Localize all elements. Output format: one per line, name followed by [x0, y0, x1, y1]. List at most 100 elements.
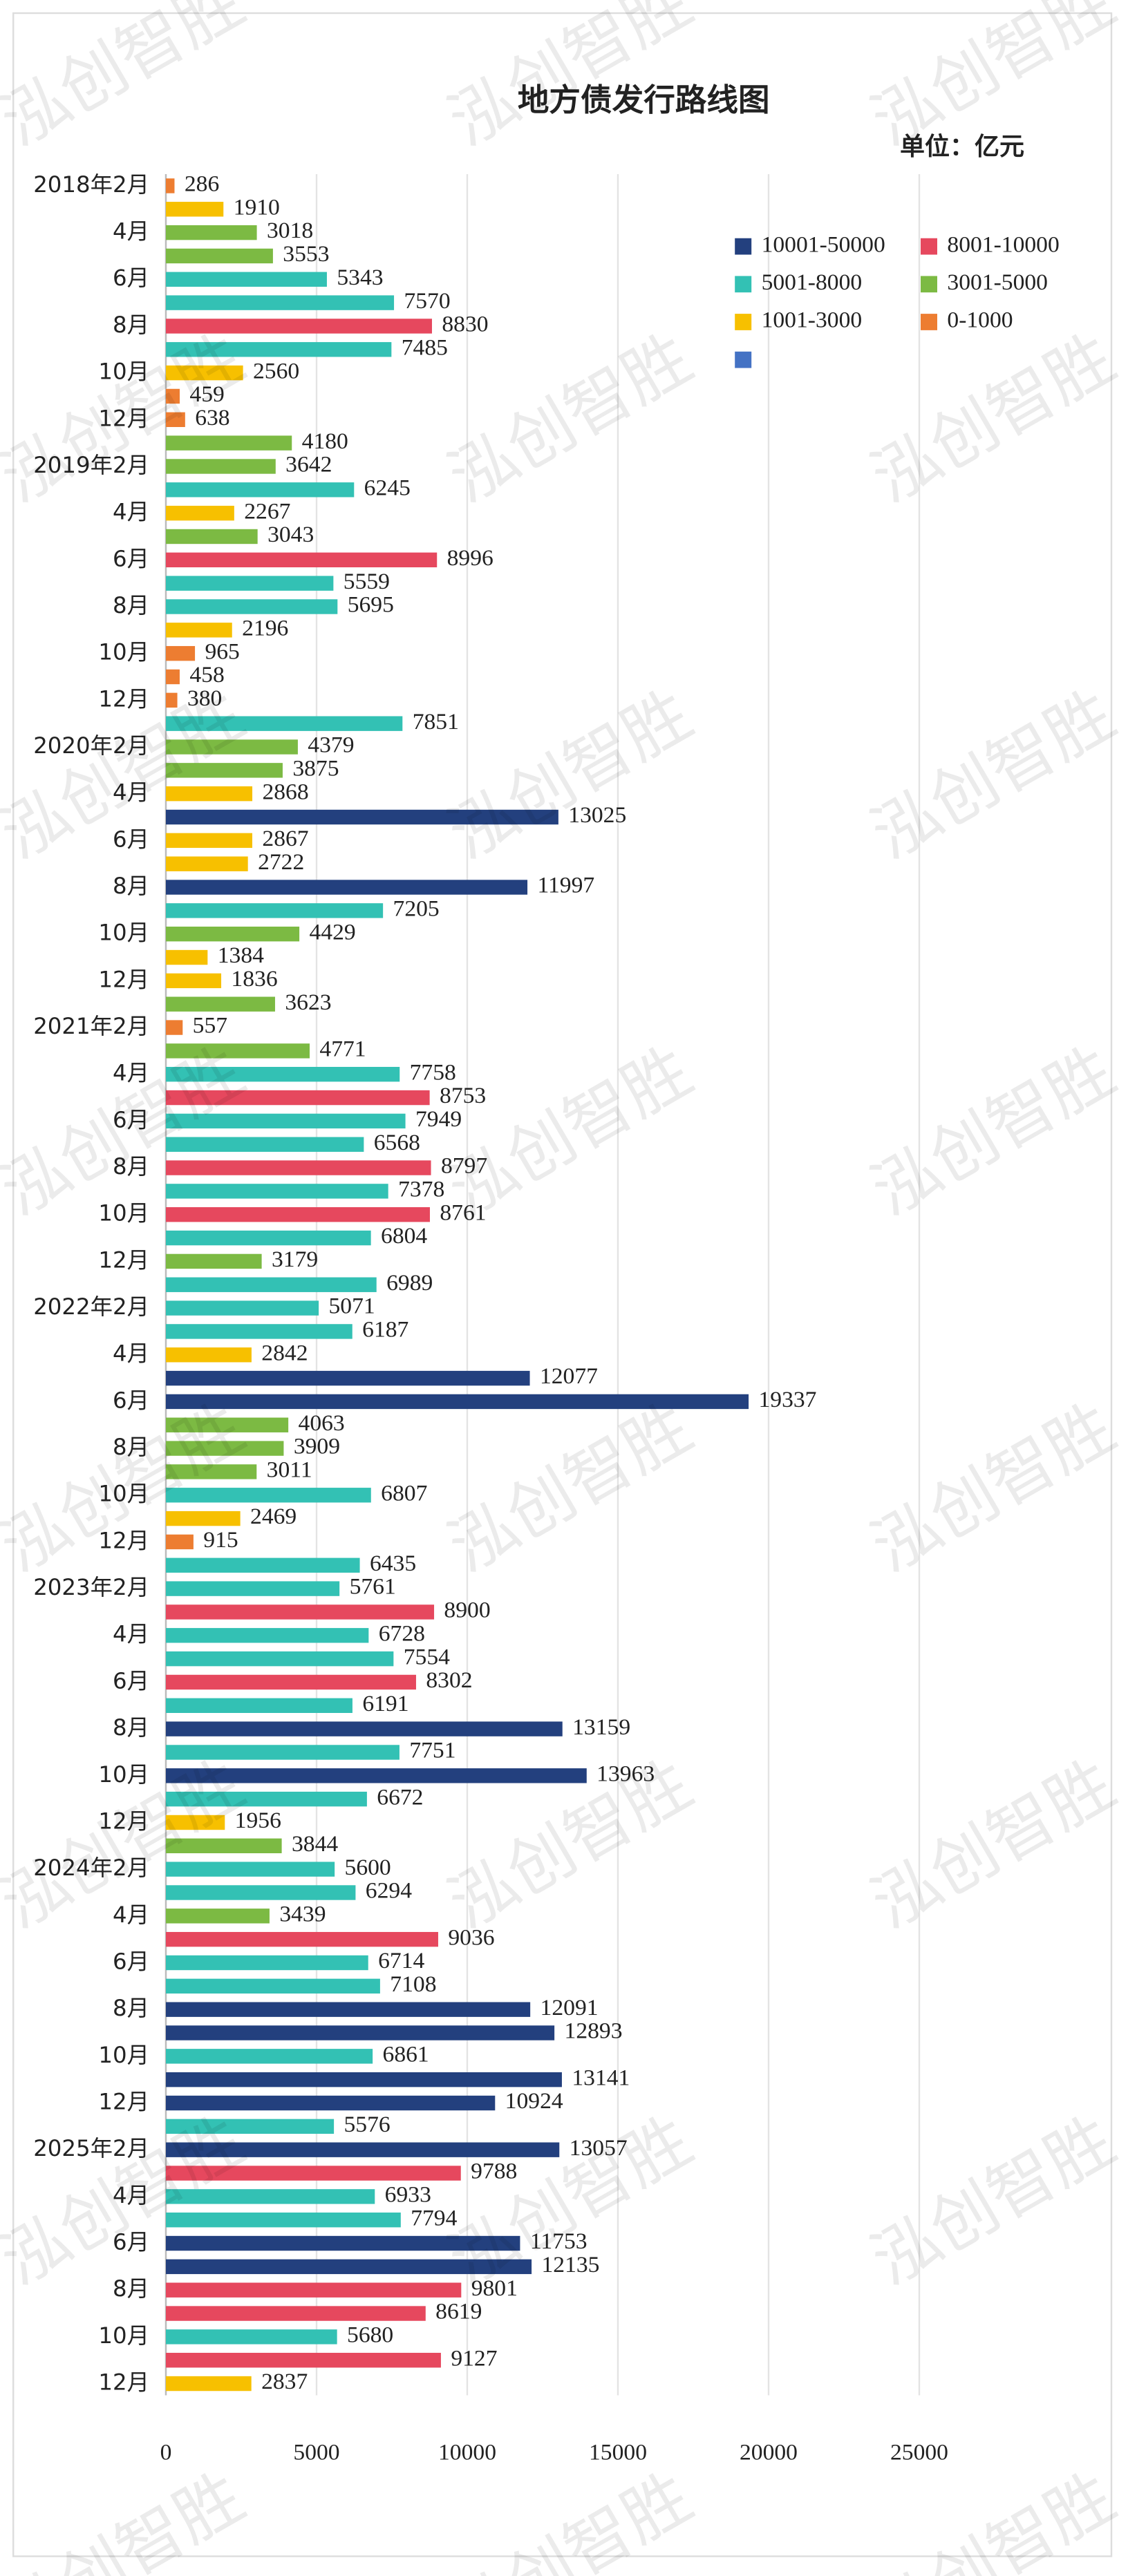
bar [166, 927, 300, 942]
y-tick-label: 10月 [98, 2322, 149, 2349]
y-tick-label: 10月 [98, 920, 149, 946]
bar [166, 833, 253, 849]
data-label: 4771 [319, 1036, 366, 1062]
data-label: 6807 [381, 1481, 427, 1506]
bar [166, 599, 338, 614]
data-label: 3018 [267, 218, 313, 243]
y-tick-label: 12月 [98, 2089, 149, 2115]
bar [166, 1137, 364, 1152]
bar [166, 2049, 373, 2064]
data-label: 12077 [540, 1363, 598, 1389]
data-label: 7851 [413, 709, 459, 735]
data-label: 6804 [381, 1223, 427, 1249]
bar [166, 1300, 319, 1316]
bar [166, 880, 528, 895]
data-label: 4429 [310, 919, 356, 945]
data-label: 6672 [377, 1784, 423, 1810]
bar [166, 1020, 183, 1035]
y-tick-label: 12月 [98, 2369, 149, 2396]
bar [166, 1791, 367, 1807]
y-tick-label: 4月 [113, 218, 149, 245]
bar [166, 2329, 337, 2345]
bar [166, 202, 224, 217]
data-label: 2868 [262, 779, 308, 804]
bar [166, 1557, 360, 1573]
y-tick-label: 4月 [113, 1341, 149, 1367]
bar [166, 552, 438, 568]
bar [166, 2002, 531, 2017]
y-tick-label: 12月 [98, 1528, 149, 1554]
y-tick-label: 6月 [113, 1949, 149, 1975]
data-label: 13159 [572, 1714, 630, 1740]
y-tick-label: 2023年2月 [33, 1574, 149, 1600]
bar [166, 1885, 356, 1900]
y-tick-label: 8月 [113, 312, 149, 338]
x-tick-label: 25000 [890, 2440, 948, 2465]
data-label: 11753 [530, 2228, 588, 2254]
data-label: 9036 [448, 1924, 494, 1950]
data-label: 2842 [261, 1341, 308, 1366]
bar [166, 1721, 563, 1736]
data-label: 8900 [444, 1598, 490, 1623]
chart-title: 地方债发行路线图 [518, 82, 770, 118]
y-tick-label: 2024年2月 [33, 1855, 149, 1881]
bar [166, 1815, 225, 1830]
data-label: 3043 [267, 522, 314, 547]
bar [166, 1253, 262, 1269]
legend-marker [735, 276, 752, 293]
bar [166, 295, 395, 310]
y-tick-label: 6月 [113, 1668, 149, 1694]
y-tick-label: 2018年2月 [33, 171, 149, 198]
bar [166, 973, 222, 989]
bar [166, 1160, 431, 1175]
y-tick-label: 4月 [113, 1902, 149, 1928]
bar [166, 342, 392, 357]
data-label: 11997 [537, 873, 594, 898]
y-tick-label: 12月 [98, 685, 149, 712]
bar [166, 225, 257, 240]
data-label: 5559 [344, 569, 390, 594]
legend-label: 5001-8000 [762, 269, 863, 295]
bar [166, 996, 275, 1012]
bar [166, 2353, 441, 2368]
data-label: 9788 [471, 2159, 517, 2184]
data-label: 8830 [442, 312, 488, 337]
data-label: 6187 [362, 1317, 408, 1343]
bar [166, 319, 432, 334]
data-label: 3179 [272, 1247, 318, 1272]
data-label: 7751 [409, 1738, 455, 1763]
bar [166, 2072, 562, 2087]
y-tick-label: 12月 [98, 1808, 149, 1835]
data-label: 6245 [364, 475, 411, 501]
data-label: 7554 [404, 1644, 450, 1669]
data-label: 3553 [283, 241, 329, 267]
data-label: 6989 [386, 1270, 433, 1296]
data-label: 3909 [294, 1434, 340, 1459]
bar [166, 388, 180, 404]
legend-marker [735, 238, 752, 255]
bar [166, 2166, 461, 2181]
data-label: 915 [203, 1527, 238, 1553]
bar [166, 1067, 400, 1082]
bar [166, 1184, 388, 1199]
y-tick-label: 4月 [113, 779, 149, 806]
unit-label: 单位：亿元 [900, 133, 1024, 161]
data-label: 3844 [292, 1831, 338, 1857]
legend-label: 3001-5000 [947, 269, 1048, 295]
bar [166, 623, 232, 638]
legend-marker [921, 314, 937, 330]
bar [166, 1464, 257, 1479]
bar [166, 178, 175, 193]
y-tick-label: 4月 [113, 1060, 149, 1086]
y-tick-label: 12月 [98, 1247, 149, 1273]
bar [166, 1978, 380, 1994]
data-label: 2560 [253, 358, 299, 383]
y-tick-label: 2020年2月 [33, 732, 149, 759]
data-label: 7205 [393, 896, 440, 922]
bar [166, 1510, 241, 1526]
data-label: 6728 [379, 1621, 425, 1647]
data-label: 13057 [570, 2135, 628, 2161]
data-label: 6435 [370, 1551, 416, 1576]
bar [166, 2095, 496, 2111]
bar [166, 1277, 377, 1292]
